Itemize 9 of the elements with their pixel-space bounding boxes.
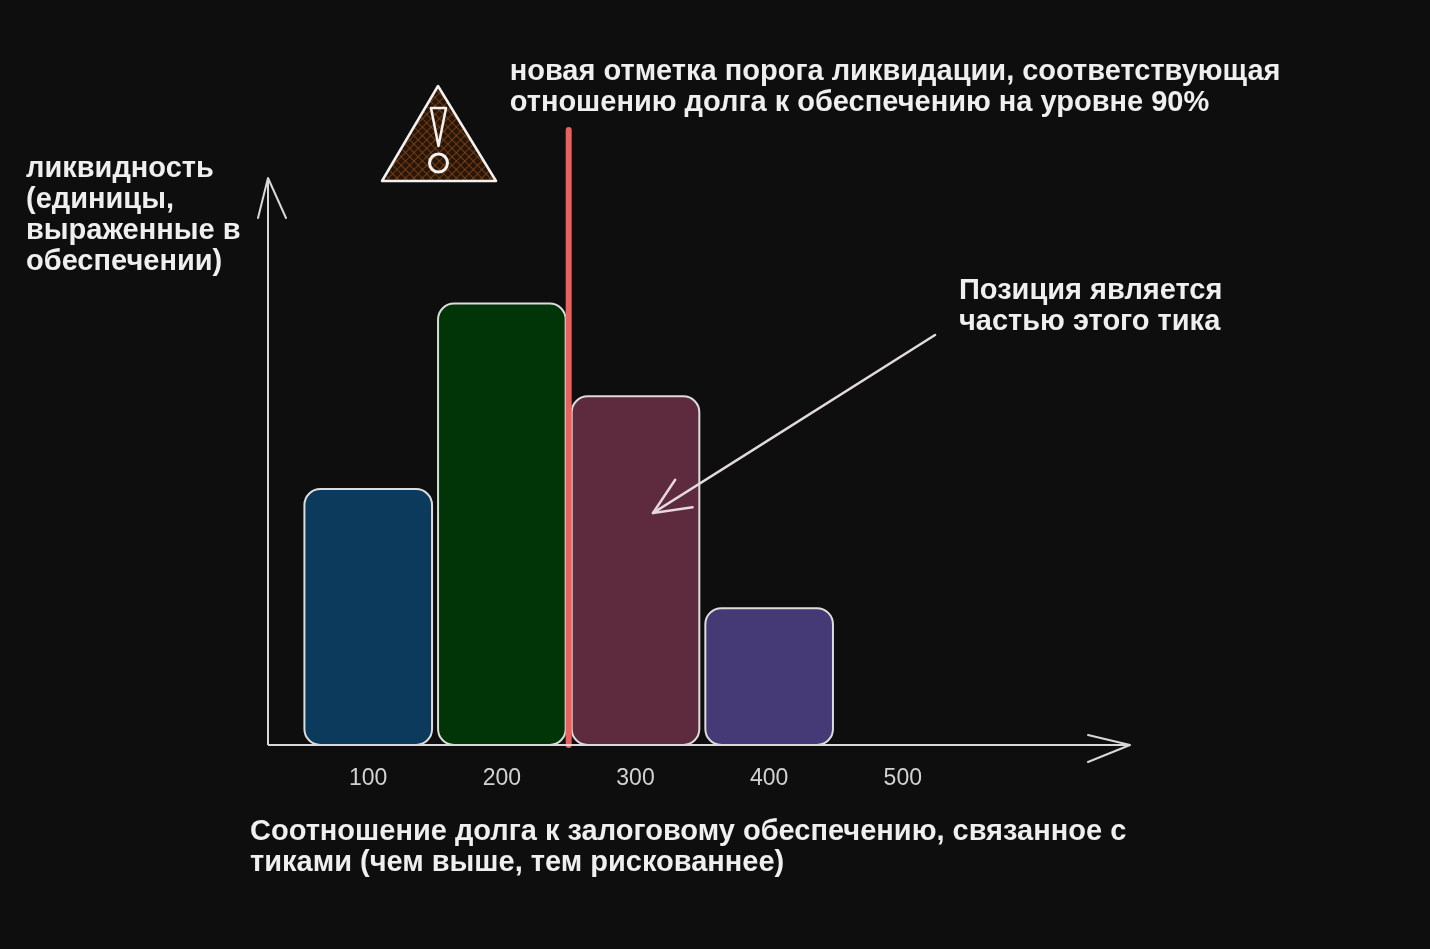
- ref-line-label: новая отметка порога ликвидации, соответствующая отношению долга к обеспечению на уровне 90%: [509, 54, 1282, 117]
- x-axis-title: Соотношение долга к залоговому обеспечению, связанное с тиками (чем выше, тем рискованнее): [250, 814, 1128, 877]
- y-axis-title: ликвидность (единицы, выраженные в обеспечении): [26, 151, 242, 276]
- x-tick-label: 400: [749, 764, 789, 791]
- x-tick-label: 100: [349, 764, 388, 791]
- annotation: Позиция является частью этого тика: [959, 273, 1224, 336]
- x-tick-label: 500: [883, 764, 922, 791]
- x-tick-label: 300: [616, 764, 655, 791]
- x-tick-label: 200: [482, 764, 522, 791]
